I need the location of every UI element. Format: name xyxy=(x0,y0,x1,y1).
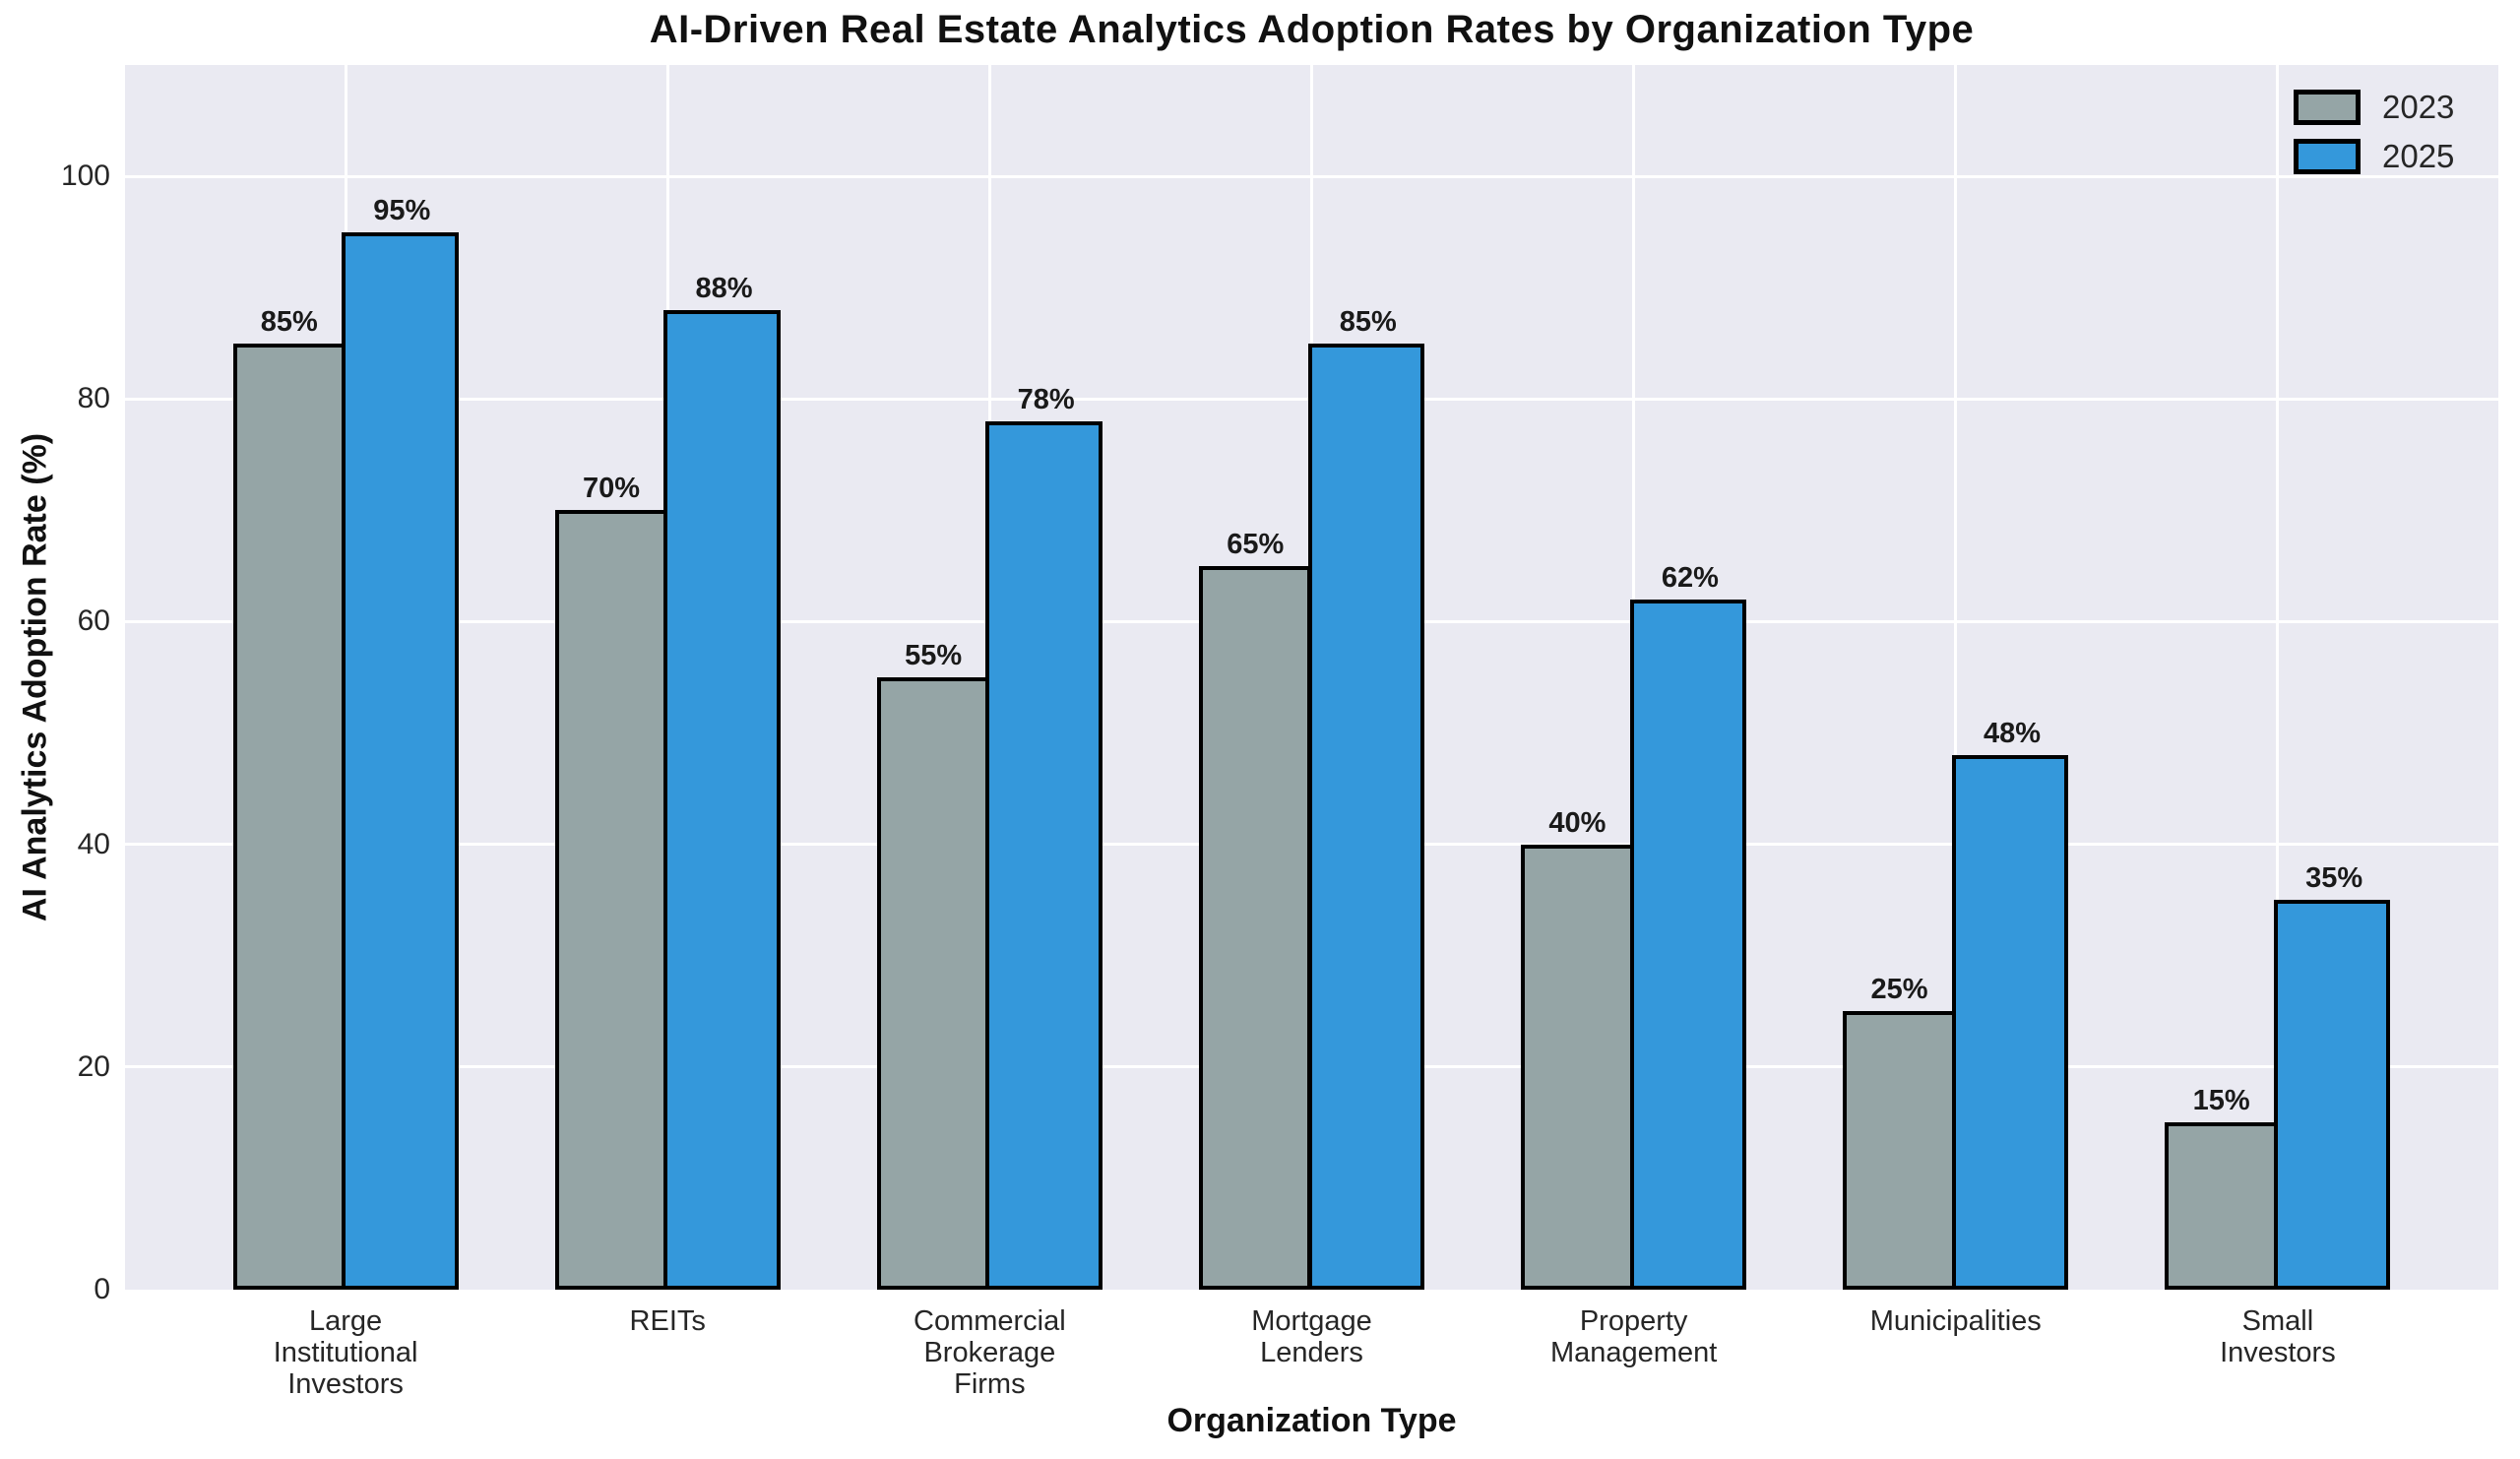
bar-value-label: 78% xyxy=(1017,383,1075,415)
y-tick-label: 0 xyxy=(94,1273,110,1305)
legend: 2023 2025 xyxy=(2294,89,2471,175)
y-tick-label: 20 xyxy=(77,1049,110,1083)
bar-value-label: 65% xyxy=(1227,528,1285,560)
x-tick-label: Property Management xyxy=(1549,1305,1718,1368)
bar-2025-category-3 xyxy=(1307,343,1424,1290)
bar-2023-category-2 xyxy=(876,677,990,1290)
legend-swatch-2023 xyxy=(2294,90,2361,125)
bar-value-label: 88% xyxy=(695,272,753,304)
chart-title: AI-Driven Real Estate Analytics Adoption… xyxy=(649,8,1975,51)
legend-item-2025: 2025 xyxy=(2294,138,2471,175)
bar-value-label: 40% xyxy=(1548,806,1606,839)
gridline-vertical xyxy=(1954,65,1958,1290)
bar-2023-category-3 xyxy=(1199,565,1312,1290)
x-tick-label: Small Investors xyxy=(2220,1305,2336,1368)
bar-value-label: 25% xyxy=(1870,974,1928,1006)
bar-value-label: 85% xyxy=(1339,305,1397,338)
x-tick-label: Mortgage Lenders xyxy=(1251,1305,1372,1368)
bar-2025-category-5 xyxy=(1951,755,2069,1290)
legend-swatch-2025 xyxy=(2294,139,2361,174)
bar-2025-category-6 xyxy=(2273,900,2391,1290)
y-tick-label: 60 xyxy=(77,604,110,638)
bar-value-label: 62% xyxy=(1661,561,1719,594)
bar-value-label: 48% xyxy=(1983,718,2042,750)
bar-2025-category-2 xyxy=(985,420,1102,1290)
x-tick-label: Large Institutional Investors xyxy=(273,1305,418,1400)
bar-value-label: 70% xyxy=(582,473,640,505)
bar-value-label: 55% xyxy=(905,640,963,671)
bar-2023-category-4 xyxy=(1521,844,1634,1290)
bar-2023-category-6 xyxy=(2165,1122,2278,1290)
bar-value-label: 95% xyxy=(373,194,431,226)
bar-2023-category-0 xyxy=(232,343,346,1290)
bar-value-label: 85% xyxy=(260,305,318,338)
bar-2025-category-1 xyxy=(663,309,781,1290)
x-tick-label: Commercial Brokerage Firms xyxy=(914,1305,1066,1400)
plot-area: 2023 2025 85% 95% 70% 88% 55% 78% 65% 85% 40% 62%… xyxy=(125,65,2498,1290)
gridline-vertical xyxy=(2276,65,2280,1290)
bar-value-label: 35% xyxy=(2305,862,2363,895)
legend-label-2025: 2025 xyxy=(2382,138,2455,174)
bar-value-label: 15% xyxy=(2192,1085,2250,1117)
bar-2023-category-1 xyxy=(554,510,668,1290)
bar-2025-category-0 xyxy=(342,231,459,1290)
y-tick-label: 100 xyxy=(60,159,110,193)
y-tick-label: 40 xyxy=(77,827,110,860)
x-tick-label: Municipalities xyxy=(1869,1305,2042,1337)
y-tick-label: 80 xyxy=(77,382,110,415)
bar-2025-category-4 xyxy=(1629,599,1747,1290)
x-axis-label: Organization Type xyxy=(1166,1402,1457,1439)
legend-label-2023: 2023 xyxy=(2382,89,2455,125)
x-tick-label: REITs xyxy=(629,1305,706,1337)
legend-item-2023: 2023 xyxy=(2294,89,2471,126)
bar-2023-category-5 xyxy=(1843,1011,1956,1290)
